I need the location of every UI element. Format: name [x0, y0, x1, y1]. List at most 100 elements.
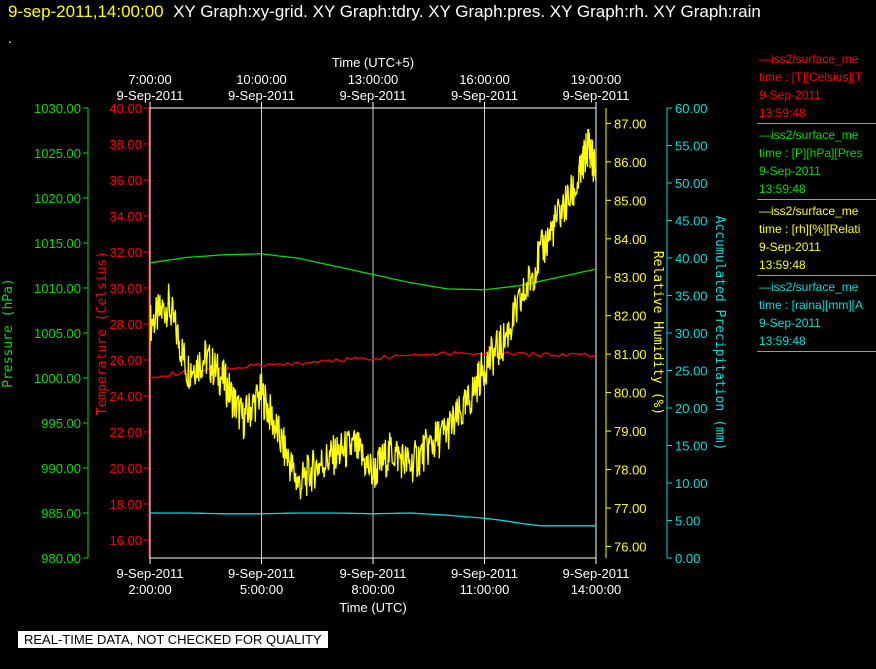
y-tick-label: 81.00 — [614, 347, 647, 362]
y-tick-label: 985.00 — [41, 506, 81, 521]
y-tick-label: 18.00 — [109, 497, 142, 512]
y-tick-label: 1030.00 — [34, 101, 81, 116]
legend-line: time : [P][hPa][Pres — [759, 146, 863, 160]
y-tick-label: 1005.00 — [34, 326, 81, 341]
legend-line: 9-Sep-2011 — [759, 316, 821, 330]
x-axis-label: Time (UTC) — [339, 600, 406, 615]
y-tick-label: 87.00 — [614, 116, 647, 131]
y-tick-label: 38.00 — [109, 137, 142, 152]
y-tick-label: 78.00 — [614, 463, 647, 478]
y-axis-label-temperature: Temperature (Celsius) — [95, 251, 110, 415]
y-tick-label: 77.00 — [614, 501, 647, 516]
y-tick-label: 40.00 — [109, 101, 142, 116]
legend-line: 9-Sep-2011 — [759, 240, 821, 254]
y-tick-label: 45.00 — [675, 214, 708, 229]
y-tick-label: 86.00 — [614, 155, 647, 170]
x-top-tick-date: 9-Sep-2011 — [117, 88, 184, 103]
series-line-rain — [150, 512, 596, 527]
y-tick-label: 34.00 — [109, 209, 142, 224]
y-tick-label: 76.00 — [614, 539, 647, 554]
y-tick-label: 995.00 — [41, 416, 81, 431]
legend-line: 13:59:48 — [759, 334, 806, 348]
y-tick-label: 22.00 — [109, 425, 142, 440]
y-tick-label: 16.00 — [109, 533, 142, 548]
y-tick-label: 83.00 — [614, 270, 647, 285]
y-tick-label: 15.00 — [675, 439, 708, 454]
x-top-tick-time: 7:00:00 — [128, 72, 171, 87]
x-top-axis-label: Time (UTC+5) — [332, 55, 414, 70]
y-tick-label: 85.00 — [614, 193, 647, 208]
y-tick-label: 79.00 — [614, 424, 647, 439]
legend-line: time : [T][Celsius][T — [759, 70, 863, 84]
y-tick-label: 1020.00 — [34, 191, 81, 206]
x-tick-time: 8:00:00 — [351, 582, 394, 597]
x-top-tick-time: 10:00:00 — [236, 72, 287, 87]
y-tick-label: 30.00 — [109, 281, 142, 296]
y-tick-label: 32.00 — [109, 245, 142, 260]
x-top-tick-time: 19:00:00 — [571, 72, 622, 87]
legend-line: 13:59:48 — [759, 106, 806, 120]
y-tick-label: 1000.00 — [34, 371, 81, 386]
x-tick-time: 2:00:00 — [128, 582, 171, 597]
y-tick-label: 1025.00 — [34, 146, 81, 161]
y-axis-label-pressure: Pressure (hPa) — [1, 278, 16, 388]
series-line-rh — [149, 128, 597, 500]
x-tick-date: 9-Sep-2011 — [340, 566, 407, 581]
legend-line: time : [raina][mm][A — [759, 298, 864, 312]
y-tick-label: 28.00 — [109, 317, 142, 332]
x-tick-time: 14:00:00 — [571, 582, 622, 597]
y-tick-label: 35.00 — [675, 289, 708, 304]
y-tick-label: 980.00 — [41, 551, 81, 566]
y-tick-label: 10.00 — [675, 476, 708, 491]
x-tick-time: 11:00:00 — [460, 582, 510, 597]
y-tick-label: 990.00 — [41, 461, 81, 476]
y-tick-label: 0.00 — [675, 551, 700, 566]
header-graph-list: XY Graph:xy-grid. XY Graph:tdry. XY Grap… — [173, 2, 761, 21]
legend-line: —iss2/surface_me — [759, 52, 859, 66]
y-tick-label: 84.00 — [614, 232, 647, 247]
y-tick-label: 20.00 — [675, 401, 708, 416]
y-tick-label: 24.00 — [109, 389, 142, 404]
x-tick-date: 9-Sep-2011 — [117, 566, 184, 581]
y-tick-label: 60.00 — [675, 101, 708, 116]
x-top-tick-date: 9-Sep-2011 — [340, 88, 407, 103]
y-tick-label: 50.00 — [675, 176, 708, 191]
header-timestamp: 9-sep-2011,14:00:00 — [8, 2, 164, 21]
series-line-pressure — [149, 253, 597, 291]
legend-line: —iss2/surface_me — [759, 280, 859, 294]
x-tick-time: 5:00:00 — [240, 582, 283, 597]
y-axis-label-rh: Relative Humidity (%) — [650, 251, 665, 415]
legend-line: 9-Sep-2011 — [759, 88, 821, 102]
y-tick-label: 25.00 — [675, 364, 708, 379]
y-tick-label: 1010.00 — [34, 281, 81, 296]
y-tick-label: 40.00 — [675, 251, 708, 266]
x-top-tick-time: 16:00:00 — [459, 72, 510, 87]
x-tick-date: 9-Sep-2011 — [228, 566, 295, 581]
y-tick-label: 26.00 — [109, 353, 142, 368]
header: 9-sep-2011,14:00:00 XY Graph:xy-grid. XY… — [8, 2, 761, 22]
x-top-tick-date: 9-Sep-2011 — [451, 88, 518, 103]
x-tick-date: 9-Sep-2011 — [563, 566, 630, 581]
y-tick-label: 20.00 — [109, 461, 142, 476]
y-tick-label: 1015.00 — [34, 236, 81, 251]
legend-line: —iss2/surface_me — [759, 204, 859, 218]
legend: —iss2/surface_me time : [T][Celsius][T 9-S… — [757, 50, 876, 354]
y-tick-label: 30.00 — [675, 326, 708, 341]
x-top-tick-date: 9-Sep-2011 — [563, 88, 630, 103]
legend-line: 9-Sep-2011 — [759, 164, 821, 178]
legend-line: time : [rh][%][Relati — [759, 222, 861, 236]
y-tick-label: 55.00 — [675, 139, 708, 154]
header-dot: . — [8, 30, 12, 46]
y-tick-label: 82.00 — [614, 309, 647, 324]
quality-notice: REAL-TIME DATA, NOT CHECKED FOR QUALITY — [18, 631, 328, 648]
legend-line: —iss2/surface_me — [759, 128, 859, 142]
legend-line: 13:59:48 — [759, 182, 806, 196]
legend-line: 13:59:48 — [759, 258, 806, 272]
x-top-tick-date: 9-Sep-2011 — [228, 88, 295, 103]
x-top-tick-time: 13:00:00 — [348, 72, 399, 87]
